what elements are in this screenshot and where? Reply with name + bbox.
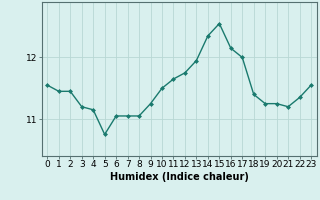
X-axis label: Humidex (Indice chaleur): Humidex (Indice chaleur) bbox=[110, 172, 249, 182]
